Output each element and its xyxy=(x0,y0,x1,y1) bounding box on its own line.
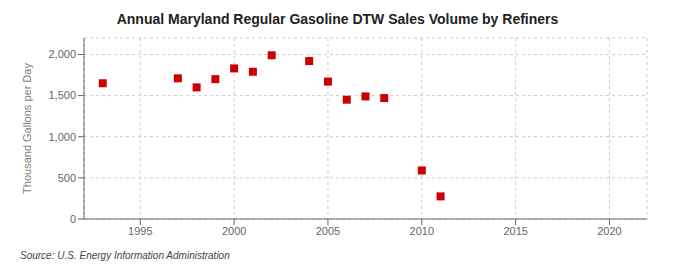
html-text:Source: U.S. Energy Informatio: Source: U.S. Energy Information Administ… xyxy=(20,250,230,261)
svg-text:1,500: 1,500 xyxy=(48,89,76,101)
svg-text:2015: 2015 xyxy=(503,225,527,237)
svg-text:Thousand Gallons per Day: Thousand Gallons per Day xyxy=(21,63,33,194)
svg-text:2020: 2020 xyxy=(597,225,621,237)
svg-text:2000: 2000 xyxy=(222,225,246,237)
svg-text:1995: 1995 xyxy=(128,225,152,237)
svg-text:1,000: 1,000 xyxy=(48,131,76,143)
svg-text:2,000: 2,000 xyxy=(48,48,76,60)
svg-text:0: 0 xyxy=(70,213,76,225)
svg-text:500: 500 xyxy=(58,172,76,184)
svg-text:2005: 2005 xyxy=(316,225,340,237)
svg-text:2010: 2010 xyxy=(410,225,434,237)
html-text:Annual Maryland Regular Gasoli: Annual Maryland Regular Gasoline DTW Sal… xyxy=(116,11,559,27)
